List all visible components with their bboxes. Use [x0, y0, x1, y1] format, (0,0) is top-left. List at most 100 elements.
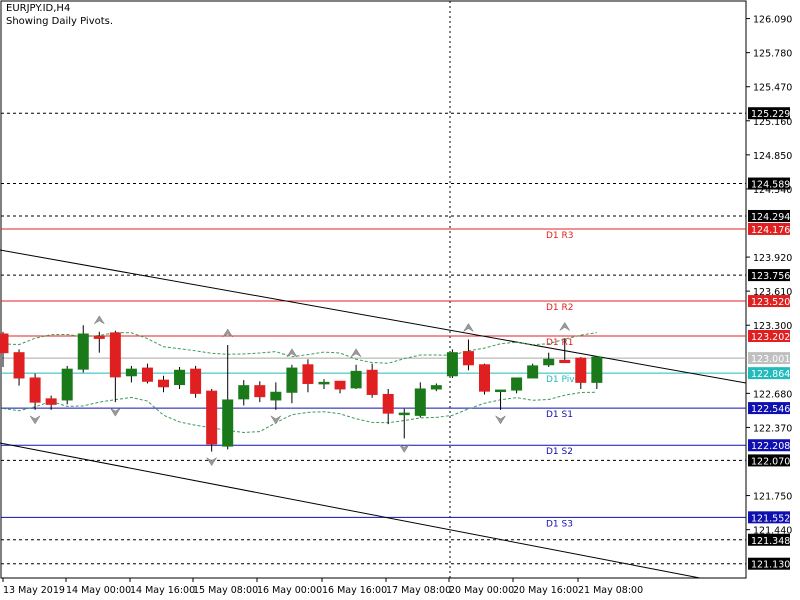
plot-frame: [0, 0, 747, 579]
x-tick-label: 14 May 00:00: [66, 585, 131, 596]
candle-bullish: [318, 381, 330, 385]
candle-bullish: [511, 377, 523, 391]
price-tag-label: 124.294: [751, 212, 790, 223]
candle-bearish: [254, 385, 266, 398]
y-tick-label: 123.920: [753, 253, 792, 264]
price-tag-box: [748, 352, 790, 365]
candle-bearish: [366, 369, 378, 395]
pivot-label: D1 R3: [546, 231, 574, 241]
fractal-down-icon: [206, 457, 217, 467]
price-tag-box: [748, 367, 790, 380]
y-tick-label: 122.680: [753, 389, 792, 400]
price-tag-box: [748, 209, 790, 222]
candle-bearish: [13, 352, 25, 379]
price-tag-box: [748, 329, 790, 342]
candle-bearish: [302, 364, 314, 384]
x-tick-label: 20 May 00:00: [449, 585, 514, 596]
candle-bullish: [495, 389, 507, 393]
x-tick-label: 16 May 00:00: [257, 585, 322, 596]
candle-bearish: [382, 393, 394, 414]
candle-bullish: [527, 365, 539, 379]
candle-bullish: [286, 367, 298, 393]
price-tag-box: [748, 222, 790, 235]
x-tick-label: 20 May 16:00: [513, 585, 578, 596]
pivot-label: D1 Pivot: [546, 375, 584, 385]
price-tag-box: [748, 107, 790, 120]
pivot-label: D1 S3: [546, 519, 573, 529]
candle-bearish: [559, 359, 571, 364]
fractal-up-icon: [559, 321, 570, 331]
fractal-up-icon: [350, 348, 362, 357]
candle-bullish: [398, 412, 410, 416]
price-tag-label: 122.864: [751, 369, 790, 380]
y-tick-label: 123.300: [753, 321, 792, 332]
trendline-lower: [0, 442, 701, 579]
price-tag-box: [748, 269, 790, 282]
fractal-down-icon: [270, 415, 282, 425]
y-tick-label: 125.780: [753, 49, 792, 60]
candle-bullish: [222, 399, 234, 447]
candle-bearish: [109, 332, 121, 378]
fractal-up-icon: [463, 323, 474, 332]
trendline-upper: [0, 249, 747, 384]
price-tag-label: 121.130: [751, 560, 790, 571]
y-tick-label: 125.160: [753, 117, 792, 128]
price-tag-label: 123.202: [751, 332, 790, 343]
x-tick-label: 14 May 16:00: [130, 585, 195, 596]
candle-bearish: [334, 380, 346, 390]
candle-bullish: [238, 385, 250, 400]
candle-bullish: [350, 370, 362, 389]
fractal-down-icon: [110, 407, 121, 417]
candle-bearish: [158, 379, 169, 388]
y-tick-label: 124.540: [753, 185, 792, 196]
y-tick-label: 125.470: [753, 83, 792, 94]
candle-bullish: [446, 352, 458, 377]
pivot-label: D1 R1: [546, 338, 574, 348]
y-tick-label: 121.440: [753, 526, 792, 537]
price-tag-label: 123.520: [751, 297, 790, 308]
candle-bearish: [0, 333, 9, 354]
fractal-up-icon: [222, 328, 233, 338]
candle-bullish: [61, 368, 73, 401]
price-tag-label: 122.070: [751, 456, 790, 467]
price-tag-label: 124.589: [751, 180, 790, 191]
price-tag-label: 124.176: [751, 225, 790, 236]
candle-bullish: [125, 368, 137, 377]
x-tick-label: 16 May 16:00: [322, 585, 387, 596]
pivot-label: D1 S2: [546, 447, 573, 457]
fractal-down-icon: [29, 415, 41, 425]
price-tag-box: [748, 511, 790, 524]
envelope-upper: [2, 332, 597, 364]
price-tag-box: [748, 454, 790, 467]
x-tick-label: 21 May 08:00: [578, 585, 643, 596]
candle-bearish: [479, 364, 490, 392]
price-tag-box: [748, 177, 790, 190]
x-tick-label: 17 May 08:00: [386, 585, 451, 596]
price-tag-label: 121.552: [751, 513, 790, 524]
price-tag-label: 122.546: [751, 404, 790, 415]
price-tag-box: [748, 439, 790, 452]
fractal-down-icon: [495, 415, 506, 425]
price-tag-box: [748, 533, 790, 546]
x-tick-label: 13 May 2019: [3, 585, 65, 596]
x-tick-label: 15 May 08:00: [193, 585, 258, 596]
fractal-up-icon: [286, 348, 298, 357]
candle-bullish: [414, 388, 426, 416]
candle-bearish: [190, 368, 202, 394]
pivot-label: D1 R2: [546, 303, 574, 313]
y-tick-label: 121.750: [753, 492, 792, 503]
candle-bearish: [141, 367, 153, 382]
price-tag-box: [748, 402, 790, 415]
y-tick-label: 124.850: [753, 151, 792, 162]
price-tag-label: 125.229: [751, 109, 790, 120]
y-tick-label: 123.610: [753, 287, 792, 298]
fractal-up-icon: [94, 315, 105, 325]
y-tick-label: 122.370: [753, 423, 792, 434]
chart-symbol-label: EURJPY.ID,H4: [6, 3, 71, 14]
pivot-label: D1 S1: [546, 410, 573, 420]
price-tag-label: 123.756: [751, 271, 790, 282]
candle-bearish: [45, 398, 57, 405]
price-tag-box: [748, 295, 790, 308]
candle-bearish: [462, 351, 474, 366]
